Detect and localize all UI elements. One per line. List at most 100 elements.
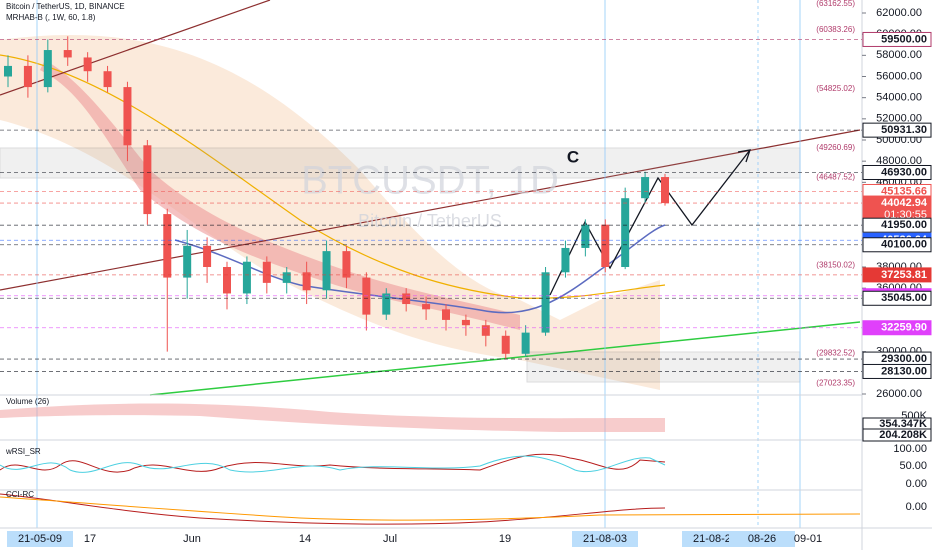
candle-body: [541, 272, 550, 333]
candle-body: [63, 50, 72, 58]
price-label: 46930.00: [881, 166, 927, 178]
price-label: 32259.90: [881, 322, 927, 334]
candle-body: [641, 177, 650, 199]
candle-body: [442, 309, 450, 320]
candle-body: [203, 245, 212, 267]
price-label-box: [862, 164, 932, 180]
y-tick-label: 58000.00: [876, 49, 922, 61]
annotation: C: [567, 147, 579, 166]
time-label-box: [729, 531, 795, 547]
pane-title: wRSI_SR: [5, 447, 41, 456]
time-label-box: [7, 531, 73, 547]
time-label-box: [572, 531, 638, 547]
candle-body: [402, 293, 411, 305]
price-label-box: [862, 290, 932, 306]
candle-body: [103, 71, 112, 88]
watermark-sub: Bitcoin / TetherUS: [358, 211, 502, 231]
candle-body: [661, 177, 669, 204]
time-label: 17: [84, 533, 96, 545]
candle-body: [83, 57, 92, 72]
candle-body: [282, 272, 291, 283]
pane-tick-label: 0.00: [906, 478, 927, 490]
time-label: 14: [299, 533, 311, 545]
pane-tick-label: 204.208K: [879, 429, 927, 441]
rsi-line: [0, 453, 666, 473]
level-note: (46487.52): [816, 172, 855, 181]
time-label: 09-01: [794, 533, 822, 545]
price-label: 37253.81: [881, 269, 927, 281]
chart-title: Bitcoin / TetherUS, 1D, BINANCE: [6, 2, 125, 11]
candle-body: [382, 293, 391, 315]
zone-box: [526, 351, 801, 383]
price-label-box: [862, 237, 932, 253]
level-note: (29832.52): [816, 349, 855, 358]
candle-body: [601, 224, 610, 267]
indicator-title: MRHAB-B (, 1W, 60, 1.8): [6, 13, 96, 22]
level-note: (63162.55): [816, 0, 855, 8]
zone-box: [0, 147, 801, 179]
price-label-box: [862, 122, 932, 138]
trend-line: [149, 321, 861, 396]
level-note: (27023.35): [816, 378, 855, 387]
candle-body: [23, 65, 32, 88]
price-label-box: [862, 267, 932, 283]
rsi-line: [0, 455, 666, 473]
price-label-box: [862, 363, 932, 379]
candle-body: [262, 261, 271, 283]
pane-tick-label: 354.347K: [879, 418, 927, 430]
volume-band: [0, 403, 665, 432]
candle-body: [302, 272, 311, 291]
price-label-box: [862, 320, 932, 336]
candle-body: [183, 245, 192, 278]
price-label: 29300.00: [881, 353, 927, 365]
price-label: 28130.00: [881, 365, 927, 377]
candle-body: [223, 267, 231, 294]
watermark: BTCUSDT, 1D: [301, 159, 559, 203]
y-tick-label: 62000.00: [876, 7, 922, 19]
arrow-head: [737, 149, 751, 163]
candle-body: [322, 251, 331, 291]
level-note: (60383.26): [816, 25, 855, 34]
price-label: 45135.66: [881, 185, 927, 197]
time-label: 21-08-20: [693, 533, 737, 545]
cci-line: [0, 496, 861, 521]
candle-body: [123, 87, 132, 146]
candle-body: [501, 335, 510, 354]
candle-body: [481, 325, 490, 336]
candle-body: [163, 214, 172, 278]
pane-tick-label: 0.00: [906, 501, 927, 513]
candle-body: [581, 224, 590, 248]
time-label: Jun: [183, 533, 201, 545]
price-label: 50931.30: [881, 124, 927, 136]
pane-tick-label: 100.00: [893, 443, 927, 455]
candle-body: [521, 332, 530, 354]
candle-body: [561, 247, 570, 273]
candle-body: [422, 304, 431, 310]
price-label: 40100.00: [881, 239, 927, 251]
time-label: 21-08-03: [583, 533, 627, 545]
candle-body: [242, 261, 251, 294]
price-label: 59500.00: [881, 33, 927, 45]
candle-body: [143, 145, 152, 215]
candle-body: [43, 50, 52, 88]
level-note: (54825.02): [816, 84, 855, 93]
price-label-box: [862, 31, 932, 47]
y-tick-label: 56000.00: [876, 70, 922, 82]
time-label: 08-26: [748, 533, 776, 545]
price-label-box: [862, 217, 932, 233]
pane-title: Volume (26): [6, 397, 49, 406]
price-label: 35045.00: [881, 292, 927, 304]
time-label: 21-05-09: [18, 533, 62, 545]
y-tick-label: 26000.00: [876, 388, 922, 400]
candle-body: [461, 319, 470, 326]
cloud: [0, 35, 660, 391]
level-note: (49260.69): [816, 143, 855, 152]
y-tick-label: 54000.00: [876, 92, 922, 104]
cci-line: [0, 493, 666, 525]
pane-title: CCI-RC: [6, 490, 34, 499]
level-note: (38150.02): [816, 261, 855, 270]
pane-label-box: [862, 428, 932, 442]
trend-line: [0, 129, 861, 291]
price-label: 41950.00: [881, 219, 927, 231]
